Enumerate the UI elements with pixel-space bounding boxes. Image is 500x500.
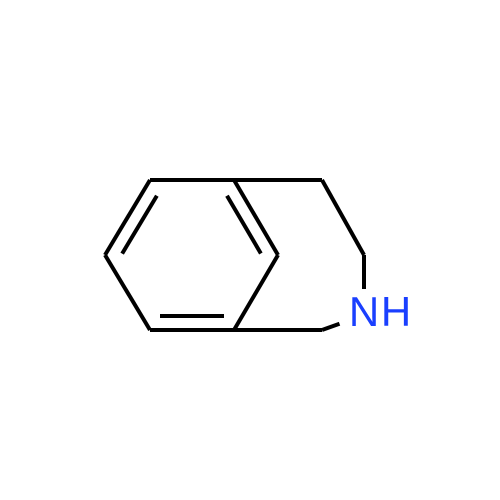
molecule-diagram: NH — [0, 0, 500, 500]
bond — [105, 255, 150, 330]
atom-label-h: H — [381, 288, 411, 335]
bond — [322, 324, 340, 330]
bond — [122, 196, 157, 254]
bond — [234, 255, 278, 330]
bond — [227, 196, 261, 254]
atom-label-n: N — [349, 288, 379, 335]
bond — [322, 180, 364, 255]
